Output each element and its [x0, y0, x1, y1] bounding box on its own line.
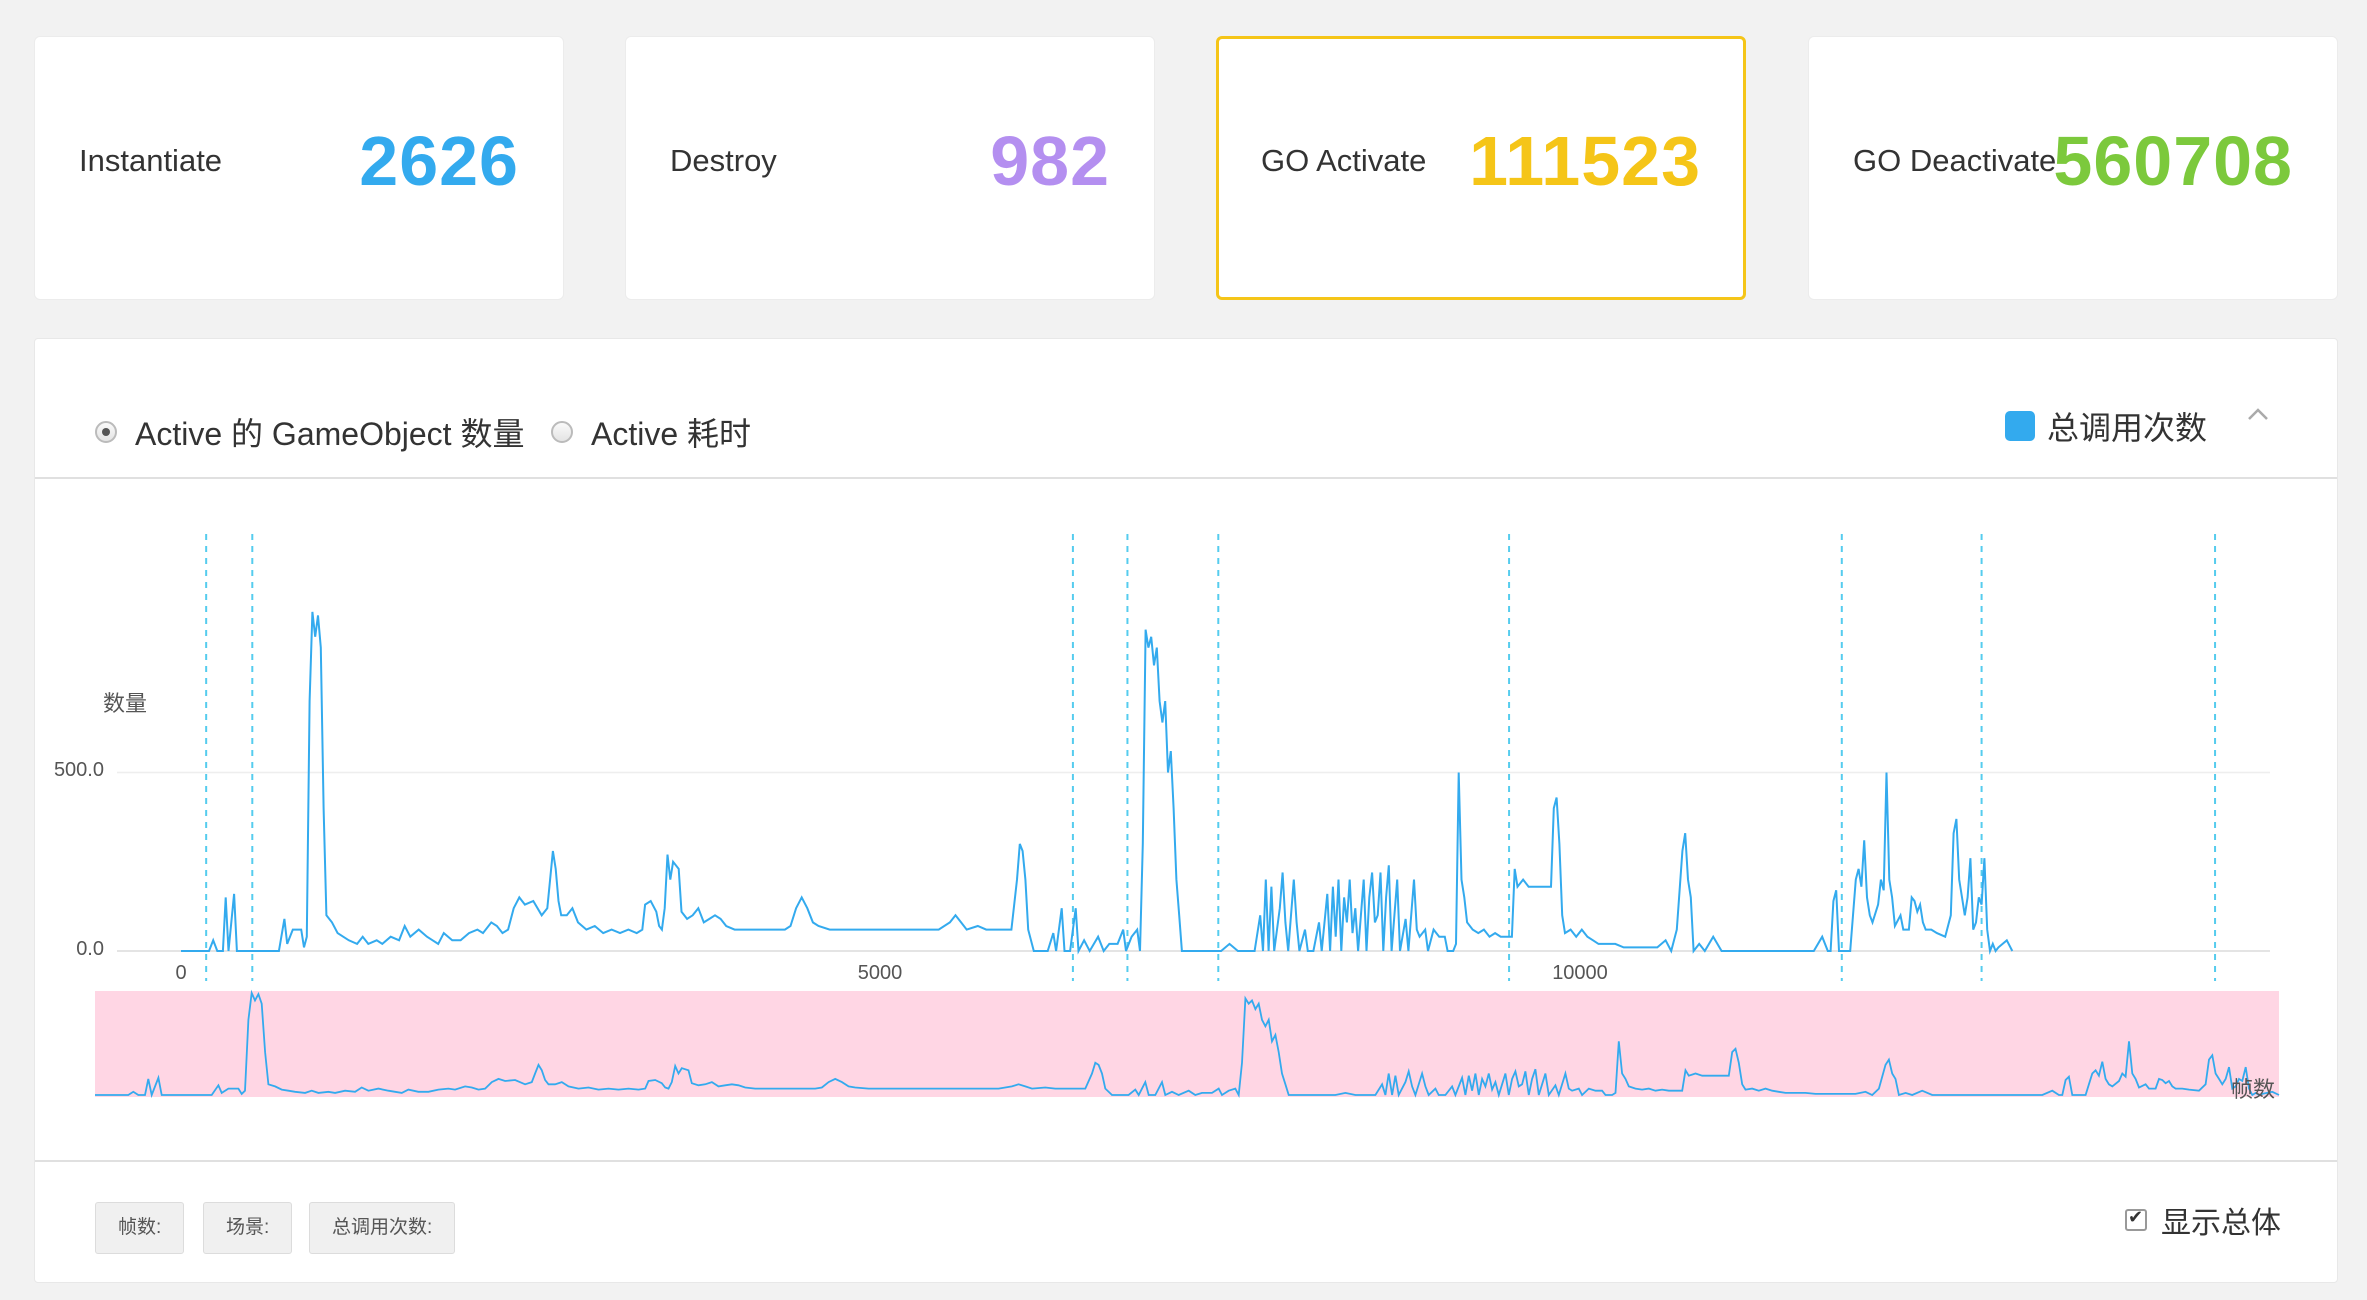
total-calls-tag: 总调用次数: [309, 1202, 456, 1254]
show-total-toggle[interactable]: 显示总体 [2125, 1198, 2281, 1242]
radio-dot[interactable] [551, 421, 573, 443]
x-tick-label: 5000 [858, 962, 903, 984]
stat-label: GO Activate [1261, 143, 1427, 178]
radio-active-time[interactable]: Active 耗时 [551, 409, 751, 455]
frame-tag: 帧数: [95, 1202, 185, 1254]
y-axis-label: 数量 [103, 691, 147, 716]
x-tick-label: 10000 [1552, 962, 1608, 984]
radio-dot-checked[interactable] [95, 421, 117, 443]
line-chart[interactable]: 数量 帧数 500.0 0.0 0 5000 10000 [35, 479, 2339, 1109]
chart-panel: Active 的 GameObject 数量 Active 耗时 总调用次数 数… [34, 338, 2338, 1283]
show-total-checkbox[interactable] [2125, 1207, 2147, 1231]
y-tick-label: 500.0 [54, 759, 104, 781]
stat-value: 560708 [2053, 122, 2293, 200]
chart-legend[interactable]: 总调用次数 [2004, 403, 2207, 449]
chart-panel-header: Active 的 GameObject 数量 Active 耗时 总调用次数 [35, 339, 2337, 479]
stat-card-go-activate[interactable]: GO Activate 111523 [1216, 36, 1746, 300]
stat-value: 982 [990, 122, 1110, 200]
stat-label: Instantiate [79, 143, 223, 178]
overview-series-line [95, 989, 2280, 1099]
x-axis-label: 帧数 [2231, 1077, 2275, 1102]
stat-label: GO Deactivate [1853, 143, 2057, 178]
x-tick-label: 0 [175, 962, 186, 984]
y-tick-label: 0.0 [76, 938, 104, 960]
show-total-label: 显示总体 [2161, 1207, 2281, 1240]
stat-label: Destroy [670, 143, 777, 178]
overview-band[interactable] [95, 991, 2279, 1097]
stat-value: 2626 [359, 122, 519, 200]
stat-card-destroy[interactable]: Destroy 982 [625, 36, 1155, 300]
legend-label: 总调用次数 [2046, 410, 2207, 446]
stat-card-instantiate[interactable]: Instantiate 2626 [34, 36, 564, 300]
legend-swatch [2004, 411, 2035, 441]
radio-active-count[interactable]: Active 的 GameObject 数量 [95, 409, 524, 455]
series-line-total [181, 611, 2014, 955]
radio-label: Active 的 GameObject 数量 [135, 416, 525, 452]
stats-cards: Instantiate 2626 Destroy 982 GO Activate… [34, 36, 2338, 300]
chevron-up-icon[interactable] [2243, 399, 2273, 429]
stat-card-go-deactivate[interactable]: GO Deactivate 560708 [1808, 36, 2338, 300]
chart-area: 数量 帧数 500.0 0.0 0 5000 10000 [35, 479, 2339, 1109]
chart-panel-footer: 帧数: 场景: 总调用次数: 显示总体 [35, 1160, 2337, 1286]
stat-value: 111523 [1469, 122, 1701, 200]
radio-label: Active 耗时 [591, 416, 752, 452]
scene-tag: 场景: [203, 1202, 293, 1254]
